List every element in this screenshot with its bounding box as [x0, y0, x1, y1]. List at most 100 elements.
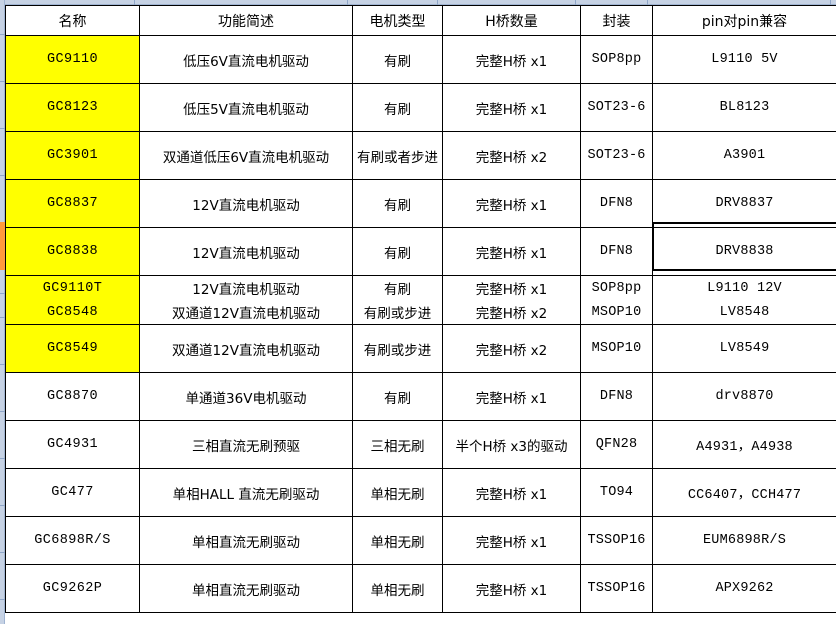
cell-pkg[interactable]: TSSOP16: [580, 516, 653, 565]
cell-bridge[interactable]: 完整H桥 x1: [442, 275, 581, 300]
cell-pkg[interactable]: DFN8: [580, 227, 653, 276]
cell-motor[interactable]: 单相无刷: [352, 468, 443, 517]
cell-bridge[interactable]: 完整H桥 x1: [442, 83, 581, 132]
cell-desc[interactable]: 12V直流电机驱动: [139, 179, 353, 228]
cell-motor[interactable]: 有刷或者步进: [352, 131, 443, 180]
cell-desc[interactable]: 单通道36V电机驱动: [139, 372, 353, 421]
table-row[interactable]: GC6898R/S 单相直流无刷驱动 单相无刷 完整H桥 x1 TSSOP16 EUM68…: [5, 516, 836, 565]
cell-motor[interactable]: 单相无刷: [352, 516, 443, 565]
cell-desc[interactable]: 单相直流无刷驱动: [139, 564, 353, 613]
row-divider[interactable]: [0, 552, 5, 553]
cell-desc[interactable]: 双通道12V直流电机驱动: [139, 300, 353, 325]
row-divider[interactable]: [0, 599, 5, 600]
cell-name[interactable]: GC3901: [5, 131, 140, 180]
table-row[interactable]: GC9262P 单相直流无刷驱动 单相无刷 完整H桥 x1 TSSOP16 APX9262: [5, 564, 836, 613]
cell-desc[interactable]: 低压5V直流电机驱动: [139, 83, 353, 132]
table-row[interactable]: GC4931 三相直流无刷预驱 三相无刷 半个H桥 x3的驱动 QFN28 A4931，A…: [5, 420, 836, 469]
cell-name[interactable]: GC4931: [5, 420, 140, 469]
cell-desc[interactable]: 单相直流无刷驱动: [139, 516, 353, 565]
cell-bridge[interactable]: 完整H桥 x1: [442, 372, 581, 421]
row-divider[interactable]: [0, 34, 5, 35]
column-divider[interactable]: [647, 0, 648, 5]
cell-motor[interactable]: 有刷或步进: [352, 300, 443, 325]
cell-desc[interactable]: 单相HALL 直流无刷驱动: [139, 468, 353, 517]
cell-name[interactable]: GC477: [5, 468, 140, 517]
cell-motor[interactable]: 有刷: [352, 372, 443, 421]
column-divider[interactable]: [347, 0, 348, 5]
cell-desc[interactable]: 双通道12V直流电机驱动: [139, 324, 353, 373]
row-divider[interactable]: [0, 505, 5, 506]
cell-pin[interactable]: LV8549: [652, 324, 836, 373]
row-divider[interactable]: [0, 293, 5, 294]
cell-name[interactable]: GC6898R/S: [5, 516, 140, 565]
cell-pin[interactable]: A4931，A4938: [652, 420, 836, 469]
cell-pin[interactable]: APX9262: [652, 564, 836, 613]
column-header-desc[interactable]: 功能简述: [139, 5, 353, 36]
cell-motor[interactable]: 三相无刷: [352, 420, 443, 469]
table-row[interactable]: GC8549 双通道12V直流电机驱动 有刷或步进 完整H桥 x2 MSOP10 LV85…: [5, 324, 836, 373]
table-row[interactable]: GC8123 低压5V直流电机驱动 有刷 完整H桥 x1 SOT23-6 BL8123: [5, 83, 836, 132]
cell-name[interactable]: GC8870: [5, 372, 140, 421]
cell-bridge[interactable]: 完整H桥 x2: [442, 300, 581, 325]
table-row[interactable]: GC9110T 12V直流电机驱动 有刷 完整H桥 x1 SOP8pp L9110 12V: [5, 275, 836, 300]
cell-desc[interactable]: 12V直流电机驱动: [139, 227, 353, 276]
column-divider[interactable]: [134, 0, 135, 5]
cell-motor[interactable]: 有刷: [352, 227, 443, 276]
cell-motor[interactable]: 有刷: [352, 35, 443, 84]
cell-desc[interactable]: 三相直流无刷预驱: [139, 420, 353, 469]
column-header-name[interactable]: 名称: [5, 5, 140, 36]
table-row[interactable]: GC8548 双通道12V直流电机驱动 有刷或步进 完整H桥 x2 MSOP10 LV85…: [5, 300, 836, 325]
column-divider[interactable]: [437, 0, 438, 5]
cell-pin[interactable]: DRV8838: [652, 227, 836, 276]
cell-pkg[interactable]: DFN8: [580, 179, 653, 228]
cell-pin[interactable]: A3901: [652, 131, 836, 180]
cell-pkg[interactable]: SOT23-6: [580, 83, 653, 132]
row-divider[interactable]: [0, 317, 5, 318]
row-divider[interactable]: [0, 175, 5, 176]
table-row[interactable]: GC3901 双通道低压6V直流电机驱动 有刷或者步进 完整H桥 x2 SOT23-6 A…: [5, 131, 836, 180]
cell-bridge[interactable]: 完整H桥 x1: [442, 468, 581, 517]
cell-pkg[interactable]: SOP8pp: [580, 35, 653, 84]
cell-motor[interactable]: 有刷: [352, 275, 443, 300]
cell-bridge[interactable]: 完整H桥 x1: [442, 516, 581, 565]
spreadsheet-column-header-strip[interactable]: [0, 0, 836, 5]
cell-bridge[interactable]: 完整H桥 x1: [442, 227, 581, 276]
cell-motor[interactable]: 有刷或步进: [352, 324, 443, 373]
cell-motor[interactable]: 有刷: [352, 179, 443, 228]
table-row[interactable]: GC8838 12V直流电机驱动 有刷 完整H桥 x1 DFN8 DRV8838: [5, 227, 836, 276]
cell-motor[interactable]: 有刷: [352, 83, 443, 132]
cell-pkg[interactable]: DFN8: [580, 372, 653, 421]
cell-motor[interactable]: 单相无刷: [352, 564, 443, 613]
cell-pin[interactable]: EUM6898R/S: [652, 516, 836, 565]
column-header-pkg[interactable]: 封装: [580, 5, 653, 36]
cell-bridge[interactable]: 完整H桥 x1: [442, 35, 581, 84]
row-divider[interactable]: [0, 411, 5, 412]
cell-bridge[interactable]: 半个H桥 x3的驱动: [442, 420, 581, 469]
row-divider[interactable]: [0, 364, 5, 365]
cell-pin[interactable]: CC6407，CCH477: [652, 468, 836, 517]
cell-pin[interactable]: drv8870: [652, 372, 836, 421]
column-header-motor[interactable]: 电机类型: [352, 5, 443, 36]
cell-pin[interactable]: BL8123: [652, 83, 836, 132]
table-row[interactable]: GC8870 单通道36V电机驱动 有刷 完整H桥 x1 DFN8 drv8870: [5, 372, 836, 421]
column-divider[interactable]: [830, 0, 831, 5]
table-row[interactable]: GC9110 低压6V直流电机驱动 有刷 完整H桥 x1 SOP8pp L9110 5V: [5, 35, 836, 84]
cell-pkg[interactable]: TO94: [580, 468, 653, 517]
table-row[interactable]: GC8837 12V直流电机驱动 有刷 完整H桥 x1 DFN8 DRV8837: [5, 179, 836, 228]
cell-pin[interactable]: DRV8837: [652, 179, 836, 228]
cell-pkg[interactable]: SOP8pp: [580, 275, 653, 300]
cell-bridge[interactable]: 完整H桥 x2: [442, 131, 581, 180]
cell-bridge[interactable]: 完整H桥 x1: [442, 179, 581, 228]
table-row[interactable]: GC477 单相HALL 直流无刷驱动 单相无刷 完整H桥 x1 TO94 CC6407，…: [5, 468, 836, 517]
cell-desc[interactable]: 低压6V直流电机驱动: [139, 35, 353, 84]
column-header-bridge[interactable]: H桥数量: [442, 5, 581, 36]
cell-pkg[interactable]: MSOP10: [580, 324, 653, 373]
cell-pin[interactable]: L9110 12V: [652, 275, 836, 300]
cell-pkg[interactable]: SOT23-6: [580, 131, 653, 180]
cell-name[interactable]: GC9110: [5, 35, 140, 84]
cell-pin[interactable]: LV8548: [652, 300, 836, 325]
cell-name[interactable]: GC8548: [5, 300, 140, 325]
cell-bridge[interactable]: 完整H桥 x1: [442, 564, 581, 613]
cell-desc[interactable]: 12V直流电机驱动: [139, 275, 353, 300]
cell-name[interactable]: GC8549: [5, 324, 140, 373]
